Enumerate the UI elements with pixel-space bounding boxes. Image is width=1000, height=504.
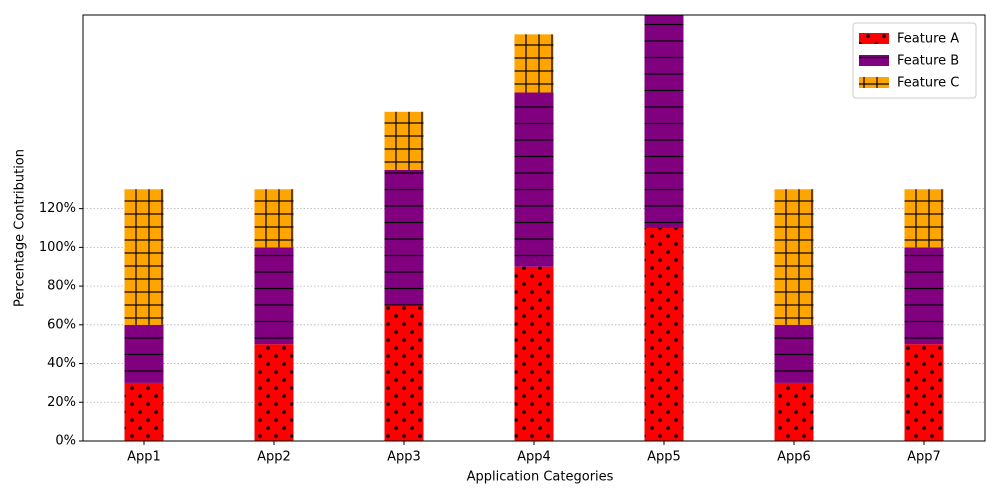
y-tick-label: 100%: [39, 240, 76, 255]
x-tick-label: App5: [647, 450, 681, 465]
bar-hatch: [384, 111, 424, 170]
x-tick-label: App4: [517, 450, 551, 465]
bar-segment: [904, 344, 944, 441]
x-tick-label: App6: [777, 450, 811, 465]
y-tick-label: 0%: [55, 434, 76, 449]
bar-hatch: [774, 324, 814, 383]
legend-swatch-hatch: [859, 77, 889, 88]
bar-segment: [384, 305, 424, 441]
bar-hatch: [644, 228, 684, 441]
bar-hatch: [254, 189, 294, 248]
y-tick-label: 80%: [47, 279, 76, 294]
bar-hatch: [904, 189, 944, 248]
bar-segment: [254, 247, 294, 345]
bar-segment: [644, 228, 684, 441]
bar-segment: [124, 189, 164, 325]
y-tick-label: 60%: [47, 317, 76, 332]
bar-hatch: [254, 344, 294, 441]
bar-segment: [384, 111, 424, 170]
bar-segment: [904, 189, 944, 248]
y-tick-label: 120%: [39, 201, 76, 216]
bar-segment: [254, 344, 294, 441]
legend-swatch-hatch: [859, 33, 889, 44]
bar-segment: [774, 382, 814, 441]
bar-segment: [904, 247, 944, 345]
legend-label: Feature A: [897, 32, 959, 47]
x-tick-label: App1: [127, 450, 161, 465]
bar-hatch: [384, 305, 424, 441]
bar-hatch: [384, 169, 424, 306]
bar-hatch: [514, 266, 554, 441]
bar-segment: [774, 189, 814, 325]
bar-hatch: [514, 92, 554, 267]
bar-hatch: [774, 189, 814, 325]
bar-segment: [124, 324, 164, 383]
bar-segment: [384, 169, 424, 306]
bar-segment: [514, 266, 554, 441]
bar-hatch: [514, 34, 554, 93]
bar-segment: [124, 382, 164, 441]
bar-segment: [514, 34, 554, 93]
bar-segment: [774, 324, 814, 383]
bar-hatch: [904, 247, 944, 345]
legend-swatch-hatch: [859, 55, 889, 66]
bar-segment: [644, 15, 684, 228]
bar-hatch: [774, 382, 814, 441]
bar-hatch: [124, 382, 164, 441]
legend-label: Feature B: [897, 54, 959, 69]
x-tick-label: App7: [907, 450, 941, 465]
bar-hatch: [124, 189, 164, 325]
bar-hatch: [644, 15, 684, 228]
y-axis-label: Percentage Contribution: [13, 149, 28, 307]
bar-hatch: [124, 324, 164, 383]
y-tick-label: 20%: [47, 395, 76, 410]
plot-frame: [82, 14, 986, 442]
x-tick-label: App2: [257, 450, 291, 465]
bar-segment: [254, 189, 294, 248]
x-tick-label: App3: [387, 450, 421, 465]
y-tick-label: 40%: [47, 356, 76, 371]
bar-hatch: [904, 344, 944, 441]
legend-label: Feature C: [897, 76, 959, 91]
x-axis-label: Application Categories: [467, 470, 614, 485]
bar-segment: [514, 92, 554, 267]
bar-hatch: [254, 247, 294, 345]
